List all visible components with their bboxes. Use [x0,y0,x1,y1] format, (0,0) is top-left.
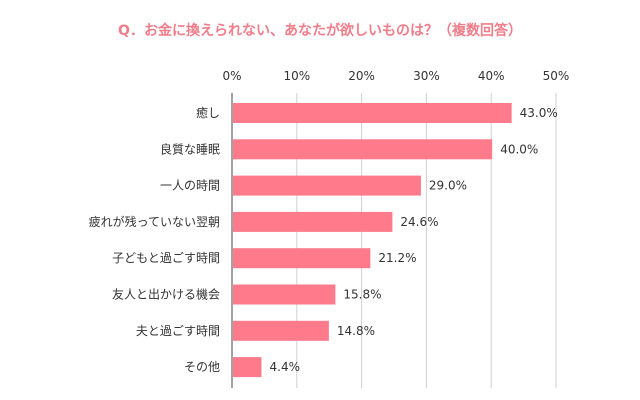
category-label: その他 [184,360,220,374]
bar [233,284,336,305]
value-label: 40.0% [500,142,538,156]
value-label: 15.8% [343,288,381,302]
x-tick-label: 30% [413,69,440,83]
bar [233,357,262,378]
bar [233,248,371,269]
x-tick-label: 20% [348,69,375,83]
category-label: 癒し [196,105,220,120]
category-label: 子どもと過ごす時間 [112,250,220,265]
x-tick-label: 40% [478,69,505,83]
value-label: 21.2% [378,251,416,265]
category-label: 友人と出かける機会 [112,287,220,302]
value-label: 4.4% [270,360,301,374]
category-label: 一人の時間 [160,179,220,193]
value-label: 29.0% [429,179,467,193]
category-label: 夫と過ごす時間 [136,323,220,338]
value-label: 14.8% [337,324,375,338]
x-tick-label: 50% [543,69,570,83]
value-label: 43.0% [520,106,558,120]
category-label: 疲れが残っていない翌朝 [89,214,220,229]
bar [233,211,393,232]
x-tick-label: 0% [222,69,241,83]
chart-title: Q．お金に換えられない、あなたが欲しいものは？（複数回答） [118,23,522,39]
bar [233,139,493,160]
x-tick-label: 10% [283,69,310,83]
bar [233,103,512,123]
category-label: 良質な睡眠 [160,141,220,156]
bar [233,175,421,196]
value-label: 24.6% [400,215,438,229]
bar [233,320,329,341]
